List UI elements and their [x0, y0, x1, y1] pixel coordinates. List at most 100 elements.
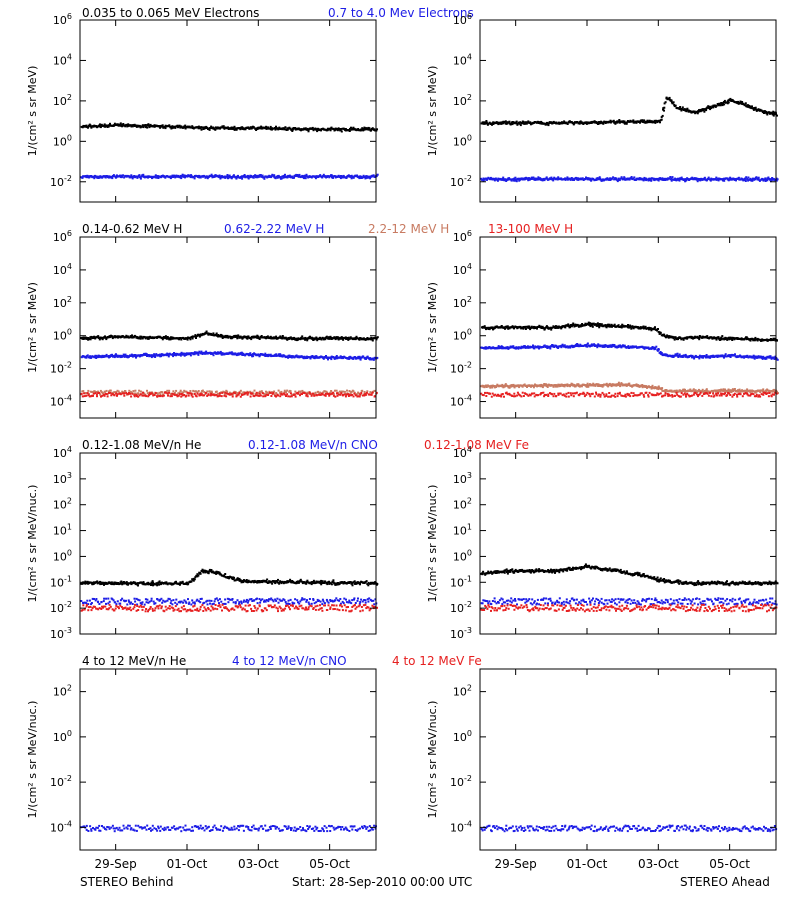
point: [260, 175, 263, 178]
point: [668, 177, 671, 180]
point: [141, 394, 144, 397]
point: [664, 101, 667, 104]
point: [238, 127, 241, 130]
point: [513, 386, 516, 389]
point: [101, 394, 104, 397]
point: [648, 328, 650, 331]
y-tick-label: 100: [53, 133, 72, 148]
point: [656, 349, 659, 352]
series-behind-electrons-0: [80, 122, 378, 133]
point: [506, 346, 509, 349]
point: [313, 175, 316, 178]
point: [277, 353, 280, 356]
point: [198, 334, 201, 337]
point: [349, 392, 352, 395]
point: [184, 352, 187, 355]
point: [674, 177, 677, 180]
point: [362, 355, 365, 358]
point: [633, 176, 636, 179]
point: [592, 382, 595, 385]
point: [129, 124, 132, 127]
point: [116, 355, 119, 358]
point: [518, 177, 520, 180]
point: [559, 326, 562, 329]
point: [235, 177, 238, 180]
point: [727, 101, 730, 104]
point: [190, 174, 193, 177]
point: [344, 336, 347, 339]
point: [552, 179, 555, 182]
point: [82, 338, 85, 340]
point: [85, 124, 88, 127]
y-axis-label: 1/(cm² s sr MeV): [26, 282, 39, 373]
point: [598, 176, 601, 179]
point: [363, 176, 366, 178]
point: [329, 129, 332, 132]
point: [249, 395, 252, 398]
point: [128, 389, 131, 392]
point: [363, 128, 366, 131]
point: [319, 393, 322, 396]
point: [237, 353, 240, 356]
point: [512, 179, 515, 182]
point: [305, 393, 308, 396]
point: [346, 389, 348, 392]
point: [286, 389, 289, 392]
point: [148, 126, 151, 129]
point: [598, 326, 601, 329]
point: [312, 392, 314, 395]
point: [280, 390, 283, 393]
point: [661, 114, 664, 117]
point: [497, 345, 500, 348]
point: [100, 356, 103, 359]
point: [635, 345, 637, 348]
point: [273, 390, 276, 393]
point: [145, 395, 148, 398]
point: [660, 116, 663, 119]
point: [299, 390, 302, 393]
point: [304, 177, 307, 180]
point: [523, 122, 526, 125]
point: [339, 393, 342, 396]
point: [178, 391, 181, 394]
point: [157, 177, 160, 179]
point: [370, 393, 373, 396]
point: [744, 102, 747, 105]
point: [547, 124, 550, 127]
point: [111, 177, 114, 180]
point: [550, 176, 553, 179]
point: [279, 395, 282, 398]
point: [709, 105, 711, 108]
point: [276, 354, 279, 357]
point: [131, 177, 134, 180]
point: [371, 391, 374, 394]
point: [349, 127, 351, 130]
point: [739, 178, 742, 181]
point: [267, 126, 269, 129]
point: [343, 393, 346, 396]
point: [491, 386, 494, 389]
point: [314, 177, 317, 180]
point: [729, 336, 732, 339]
point: [218, 176, 221, 179]
point: [532, 386, 535, 389]
point: [576, 121, 579, 123]
point: [315, 128, 318, 131]
point: [280, 336, 283, 339]
point: [208, 128, 211, 131]
point: [586, 323, 589, 325]
point: [757, 176, 760, 179]
point: [504, 178, 507, 181]
point: [646, 347, 649, 350]
point: [328, 176, 331, 179]
point: [294, 395, 297, 398]
point: [149, 123, 152, 126]
point: [362, 174, 365, 177]
point: [100, 336, 103, 339]
point: [342, 338, 345, 341]
point: [275, 335, 278, 338]
point: [660, 118, 663, 121]
point: [194, 335, 196, 338]
point: [211, 333, 214, 336]
